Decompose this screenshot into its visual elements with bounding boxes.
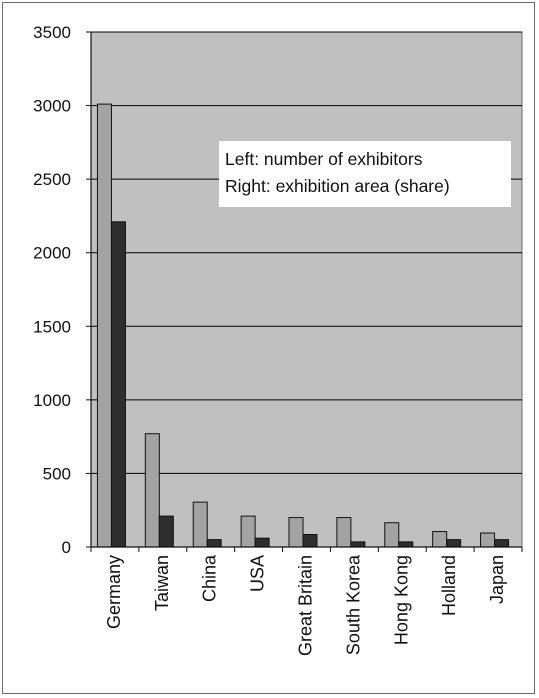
axes (86, 31, 523, 552)
bar-series-1 (96, 103, 112, 548)
annotation-line: Left: number of exhibitors (225, 149, 423, 169)
bars (96, 103, 510, 548)
bar-series-2 (254, 537, 270, 548)
y-tick-label: 2000 (33, 244, 71, 263)
bar-series-1 (192, 501, 208, 548)
bar-series-2 (110, 221, 126, 548)
x-category-label: Great Britain (296, 555, 316, 656)
bar-series-1 (144, 433, 160, 548)
bar-series-1 (480, 532, 496, 548)
y-tick-label: 0 (62, 538, 71, 557)
y-axis-tick-labels: 0 500 1000 1500 2000 2500 3000 3500 (33, 23, 71, 557)
x-category-label: Japan (487, 555, 507, 604)
bar-series-2 (494, 539, 510, 548)
bar-series-2 (446, 539, 462, 548)
x-category-label: Germany (104, 555, 124, 629)
bar-series-2 (302, 533, 318, 548)
bar-series-1 (240, 515, 256, 548)
y-tick-label: 1000 (33, 391, 71, 410)
y-tick-label: 3000 (33, 97, 71, 116)
x-category-label: South Korea (343, 554, 363, 655)
y-tick-label: 500 (43, 464, 71, 483)
x-category-label: Hong Kong (391, 555, 411, 645)
annotation-line: Right: exhibition area (share) (225, 176, 450, 196)
plot-area (90, 31, 523, 548)
y-tick-label: 2500 (33, 170, 71, 189)
bar-series-2 (350, 541, 366, 548)
x-category-label: USA (248, 555, 268, 592)
annotation-box: Left: number of exhibitors Right: exhibit… (219, 141, 511, 207)
annotation-background (219, 141, 511, 207)
bar-series-2 (206, 539, 222, 548)
x-axis-category-labels: Germany Taiwan China USA Great Britain South … (104, 554, 507, 656)
x-category-label: Holland (439, 555, 459, 616)
bar-series-2 (158, 515, 174, 548)
bar-series-2 (398, 541, 414, 548)
bar-series-1 (432, 531, 448, 548)
y-tick-label: 1500 (33, 317, 71, 336)
x-category-label: Taiwan (152, 555, 172, 611)
bar-series-1 (384, 522, 400, 548)
x-category-label: China (200, 554, 220, 602)
bar-series-1 (336, 517, 352, 548)
y-tick-label: 3500 (33, 23, 71, 42)
bar-series-1 (288, 517, 304, 548)
